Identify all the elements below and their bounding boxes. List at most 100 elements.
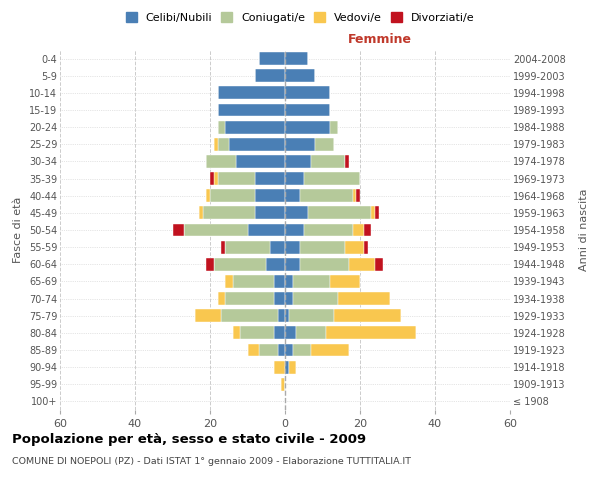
Bar	[274, 326, 285, 340]
Bar	[375, 258, 383, 270]
Bar	[229, 138, 285, 150]
Bar	[285, 240, 300, 254]
Bar	[210, 190, 255, 202]
Bar	[281, 378, 285, 390]
Bar	[225, 120, 285, 134]
Bar	[334, 310, 401, 322]
Bar	[285, 344, 293, 356]
Bar	[356, 190, 360, 202]
Bar	[330, 120, 337, 134]
Bar	[255, 206, 285, 220]
Bar	[289, 360, 296, 374]
Bar	[300, 190, 353, 202]
Bar	[225, 275, 233, 288]
Bar	[248, 344, 259, 356]
Bar	[277, 344, 285, 356]
Bar	[285, 224, 304, 236]
Text: Popolazione per età, sesso e stato civile - 2009: Popolazione per età, sesso e stato civil…	[12, 432, 366, 446]
Bar	[285, 310, 289, 322]
Bar	[353, 190, 356, 202]
Bar	[353, 224, 364, 236]
Bar	[274, 275, 285, 288]
Bar	[218, 138, 229, 150]
Bar	[349, 258, 375, 270]
Bar	[210, 172, 214, 185]
Legend: Celibi/Nubili, Coniugati/e, Vedovi/e, Divorziati/e: Celibi/Nubili, Coniugati/e, Vedovi/e, Di…	[121, 8, 479, 28]
Bar	[221, 240, 225, 254]
Bar	[206, 258, 214, 270]
Bar	[199, 206, 203, 220]
Bar	[270, 240, 285, 254]
Bar	[173, 224, 184, 236]
Bar	[206, 190, 210, 202]
Bar	[285, 52, 308, 65]
Bar	[304, 224, 353, 236]
Bar	[285, 120, 330, 134]
Bar	[285, 326, 296, 340]
Bar	[326, 326, 416, 340]
Bar	[345, 155, 349, 168]
Bar	[255, 172, 285, 185]
Bar	[285, 292, 293, 305]
Y-axis label: Anni di nascita: Anni di nascita	[580, 188, 589, 271]
Bar	[304, 172, 360, 185]
Bar	[330, 275, 360, 288]
Bar	[285, 104, 330, 117]
Bar	[225, 240, 270, 254]
Bar	[248, 224, 285, 236]
Bar	[285, 138, 315, 150]
Bar	[285, 275, 293, 288]
Bar	[285, 206, 308, 220]
Bar	[259, 52, 285, 65]
Bar	[293, 275, 330, 288]
Bar	[285, 70, 315, 82]
Bar	[233, 275, 274, 288]
Bar	[259, 344, 277, 356]
Bar	[218, 292, 225, 305]
Bar	[337, 292, 390, 305]
Bar	[285, 360, 289, 374]
Bar	[274, 360, 285, 374]
Bar	[296, 326, 326, 340]
Bar	[233, 326, 240, 340]
Bar	[225, 292, 274, 305]
Bar	[214, 138, 218, 150]
Bar	[311, 344, 349, 356]
Bar	[289, 310, 334, 322]
Bar	[266, 258, 285, 270]
Bar	[300, 240, 345, 254]
Bar	[364, 240, 367, 254]
Bar	[236, 155, 285, 168]
Bar	[206, 155, 236, 168]
Bar	[285, 155, 311, 168]
Bar	[218, 104, 285, 117]
Text: Femmine: Femmine	[347, 34, 412, 46]
Bar	[218, 120, 225, 134]
Bar	[214, 172, 218, 185]
Bar	[195, 310, 221, 322]
Bar	[184, 224, 248, 236]
Bar	[311, 155, 345, 168]
Bar	[218, 86, 285, 100]
Bar	[371, 206, 375, 220]
Y-axis label: Fasce di età: Fasce di età	[13, 197, 23, 263]
Text: COMUNE DI NOEPOLI (PZ) - Dati ISTAT 1° gennaio 2009 - Elaborazione TUTTITALIA.IT: COMUNE DI NOEPOLI (PZ) - Dati ISTAT 1° g…	[12, 457, 411, 466]
Bar	[274, 292, 285, 305]
Bar	[345, 240, 364, 254]
Bar	[277, 310, 285, 322]
Bar	[255, 70, 285, 82]
Bar	[285, 258, 300, 270]
Bar	[218, 172, 255, 185]
Bar	[364, 224, 371, 236]
Bar	[285, 172, 304, 185]
Bar	[214, 258, 266, 270]
Bar	[293, 344, 311, 356]
Bar	[221, 310, 277, 322]
Bar	[240, 326, 274, 340]
Bar	[315, 138, 334, 150]
Bar	[308, 206, 371, 220]
Bar	[300, 258, 349, 270]
Bar	[375, 206, 379, 220]
Bar	[255, 190, 285, 202]
Bar	[203, 206, 255, 220]
